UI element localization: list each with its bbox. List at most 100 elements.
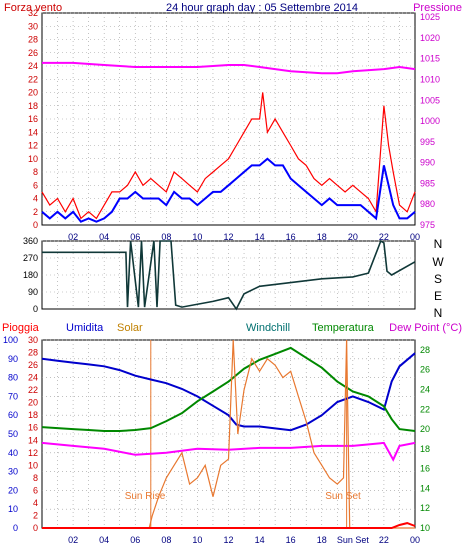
temp-y-tick-4: 18 (420, 444, 430, 454)
humidity-y-tick-8: 80 (8, 373, 18, 383)
pressure-y-tick-10: 1025 (420, 12, 440, 22)
legend-pioggia: Pioggia (2, 322, 40, 334)
solar-y-tick-1: 2 (33, 510, 38, 520)
pressure-y-tick-8: 1015 (420, 54, 440, 64)
humidity-y-tick-6: 60 (8, 410, 18, 420)
humidity-y-tick-5: 50 (8, 429, 18, 439)
pressure-y-tick-3: 990 (420, 158, 435, 168)
solar-y-tick-10: 20 (28, 398, 38, 408)
solar-y-tick-12: 24 (28, 373, 38, 383)
dir-y-tick-2: 180 (23, 270, 38, 280)
humidity-y-tick-10: 100 (3, 335, 18, 345)
wind-series-1 (41, 157, 416, 223)
direction-label-w: W (432, 255, 444, 269)
wind-x-tick-5: 12 (223, 232, 233, 242)
temp-x-tick-6: 14 (255, 535, 265, 545)
chart-marks: 0246810121416182022242628303297598098599… (3, 8, 440, 545)
temp-x-tick-5: 12 (223, 535, 233, 545)
wind-x-tick-4: 10 (192, 232, 202, 242)
sunset-label: Sun Set (325, 491, 361, 502)
wind-y-tick-9: 18 (28, 101, 38, 111)
wind-x-tick-6: 14 (255, 232, 265, 242)
wind-y-tick-4: 8 (33, 167, 38, 177)
direction-label-s: S (434, 272, 442, 286)
wind-y-tick-6: 12 (28, 141, 38, 151)
solar-y-tick-13: 26 (28, 360, 38, 370)
temp-y-tick-9: 28 (420, 345, 430, 355)
wind-y-tick-14: 28 (28, 35, 38, 45)
wind-y-tick-8: 16 (28, 114, 38, 124)
temp-x-tick-8: 18 (317, 535, 327, 545)
temp-series-0 (41, 352, 416, 432)
sunrise-label: Sun Rise (125, 491, 166, 502)
temp-y-tick-0: 10 (420, 523, 430, 533)
legend-windchill: Windchill (246, 322, 290, 334)
temp-x-tick-3: 08 (161, 535, 171, 545)
solar-y-tick-8: 16 (28, 423, 38, 433)
temp-y-tick-1: 12 (420, 503, 430, 513)
legend-dewpoint: Dew Point (°C) (389, 322, 462, 334)
wind-x-tick-7: 16 (286, 232, 296, 242)
temp-series-1 (41, 346, 416, 432)
solar-y-tick-0: 0 (33, 523, 38, 533)
direction-label-n-top: N (434, 237, 443, 251)
wind-series-0 (41, 92, 416, 220)
wind-x-tick-3: 08 (161, 232, 171, 242)
pressure-y-tick-1: 980 (420, 199, 435, 209)
humidity-y-tick-9: 90 (8, 354, 18, 364)
pressure-y-tick-2: 985 (420, 178, 435, 188)
pressure-y-tick-0: 975 (420, 220, 435, 230)
temp-x-tick-9: Sun Set (337, 535, 370, 545)
wind-x-tick-9: 20 (348, 232, 358, 242)
direction-label-e: E (434, 289, 442, 303)
wind-y-tick-16: 32 (28, 8, 38, 18)
wind-y-tick-7: 14 (28, 127, 38, 137)
solar-y-tick-14: 28 (28, 348, 38, 358)
solar-y-tick-9: 18 (28, 410, 38, 420)
solar-y-tick-15: 30 (28, 335, 38, 345)
temp-y-tick-5: 20 (420, 424, 430, 434)
dir-series-0 (42, 239, 416, 311)
wind-y-tick-2: 4 (33, 194, 38, 204)
solar-y-tick-6: 12 (28, 448, 38, 458)
temp-x-tick-1: 04 (99, 535, 109, 545)
pressure-axis-title: Pressione (413, 2, 462, 14)
wind-y-tick-0: 0 (33, 220, 38, 230)
solar-y-tick-7: 14 (28, 435, 38, 445)
wind-x-tick-11: 00 (410, 232, 420, 242)
temp-y-tick-7: 24 (420, 384, 430, 394)
temp-series-4 (42, 522, 416, 529)
temp-x-tick-0: 02 (68, 535, 78, 545)
chart-title: 24 hour graph day : 05 Settembre 2014 (166, 2, 358, 14)
wind-x-tick-0: 02 (68, 232, 78, 242)
temp-x-tick-7: 16 (286, 535, 296, 545)
wind-y-tick-11: 22 (28, 74, 38, 84)
solar-y-tick-11: 22 (28, 385, 38, 395)
wind-y-tick-1: 2 (33, 207, 38, 217)
pressure-y-tick-9: 1020 (420, 33, 440, 43)
humidity-y-tick-7: 70 (8, 391, 18, 401)
legend-umidita: Umidita (66, 322, 104, 334)
temp-series-2 (41, 441, 416, 462)
wind-y-tick-3: 6 (33, 180, 38, 190)
temp-y-tick-8: 26 (420, 365, 430, 375)
wind-x-tick-10: 22 (379, 232, 389, 242)
legend-temperatura: Temperatura (312, 322, 375, 334)
temp-x-tick-11: 00 (410, 535, 420, 545)
temp-series-3 (42, 339, 415, 529)
solar-y-tick-5: 10 (28, 460, 38, 470)
temp-y-tick-2: 14 (420, 483, 430, 493)
humidity-y-tick-1: 10 (8, 504, 18, 514)
legend-solar: Solar (117, 322, 143, 334)
wind-x-tick-2: 06 (130, 232, 140, 242)
humidity-y-tick-4: 40 (8, 448, 18, 458)
pressure-y-tick-4: 995 (420, 137, 435, 147)
wind-series-2 (42, 61, 416, 75)
wind-y-tick-13: 26 (28, 48, 38, 58)
pressure-y-tick-5: 1000 (420, 116, 440, 126)
wind-y-tick-5: 10 (28, 154, 38, 164)
temp-y-tick-3: 16 (420, 464, 430, 474)
wind-y-tick-10: 20 (28, 88, 38, 98)
